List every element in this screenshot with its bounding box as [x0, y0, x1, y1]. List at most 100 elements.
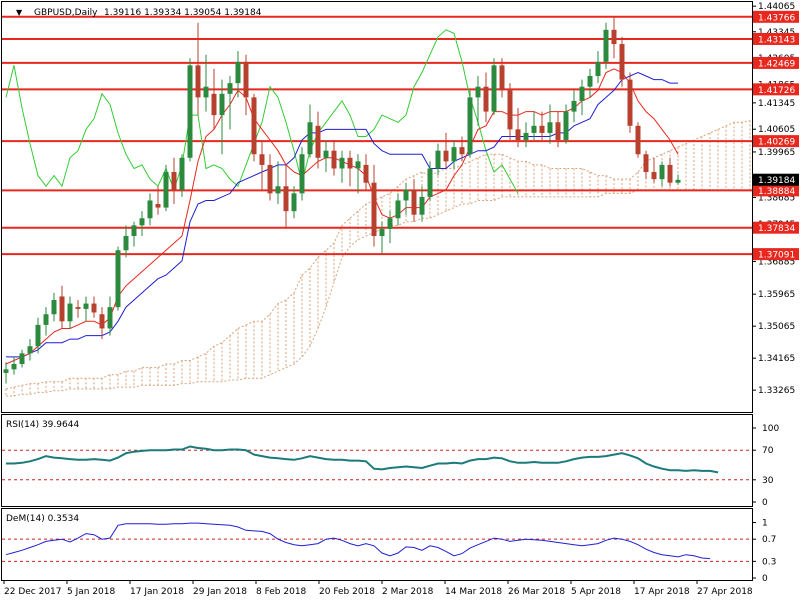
dem-label: DeM(14) 0.3534 — [6, 514, 79, 524]
candle-body — [115, 250, 121, 308]
rsi-tick-label: 0 — [762, 498, 768, 508]
candle-body — [35, 324, 41, 347]
candle-body — [291, 193, 297, 212]
candle-body — [563, 111, 569, 141]
candle-body — [635, 125, 641, 155]
candle-body — [371, 182, 377, 237]
level-label: 1.43143 — [758, 35, 795, 45]
candle-body — [395, 200, 401, 219]
candle-body — [163, 172, 169, 208]
rsi-tick-label: 30 — [762, 476, 774, 486]
candle-body — [243, 61, 249, 98]
candle-body — [179, 157, 185, 190]
candle-body — [491, 65, 497, 112]
price-tick-label: 1.41345 — [758, 99, 795, 109]
candle-body — [315, 125, 321, 158]
candle-body — [219, 93, 225, 116]
main-panel-border — [1, 1, 753, 413]
time-axis: 22 Dec 2017 5 Jan 2018 17 Jan 2018 29 Jan 2… — [3, 580, 753, 597]
candle-body — [131, 225, 137, 237]
price-tick-label: 1.34165 — [758, 354, 795, 364]
time-tick-label: 5 Jan 2018 — [67, 587, 115, 597]
ohlc-label: 1.39116 1.39334 1.39054 1.39184 — [104, 8, 262, 18]
current-price-box — [753, 173, 799, 186]
price-tick-label: 1.40605 — [758, 125, 795, 135]
candle-body — [363, 164, 369, 183]
candle-body — [339, 157, 345, 169]
candle-body — [147, 200, 153, 219]
candle-body — [403, 189, 409, 201]
candle-body — [579, 86, 585, 101]
rsi-tick-label: 70 — [762, 446, 774, 456]
candle-body — [571, 100, 577, 112]
cloud-span-b-line — [6, 189, 750, 397]
price-tick-label: 1.33265 — [758, 386, 795, 396]
cloud-span-a-line — [5, 120, 751, 390]
time-tick-label: 17 Apr 2018 — [634, 587, 690, 597]
time-tick-label: 2 Mar 2018 — [382, 587, 434, 597]
candle-body — [515, 129, 521, 141]
level-label-box — [753, 32, 799, 45]
level-label-box — [753, 248, 799, 261]
candle-body — [499, 65, 505, 91]
dem-tick-label: 0 — [762, 574, 768, 584]
price-tick-label: 1.39965 — [758, 148, 795, 158]
candle-body — [11, 364, 17, 370]
candle-body — [419, 196, 425, 215]
dem-tick-label: 0.3 — [762, 557, 776, 567]
symbol-triangle-icon: ▼ — [16, 8, 23, 17]
dem-line — [5, 522, 711, 560]
candle-body — [539, 125, 545, 133]
candle-body — [139, 218, 145, 226]
horizontal-levels — [2, 15, 752, 256]
candle-body — [587, 76, 593, 87]
price-axis: 1.440651.433451.426051.418651.413451.406… — [752, 2, 799, 396]
dem-tick-label: 0.7 — [762, 535, 776, 545]
candle-body — [347, 157, 353, 169]
candle-body — [547, 122, 553, 133]
rsi-label: RSI(14) 39.9644 — [6, 420, 79, 430]
candle-body — [307, 122, 313, 155]
candle-body — [323, 150, 329, 158]
time-tick-label: 27 Apr 2018 — [697, 587, 753, 597]
candlesticks — [3, 16, 681, 384]
candle-body — [667, 164, 673, 183]
dem-tick-label: 1 — [762, 519, 768, 529]
level-label-box — [753, 184, 799, 197]
candle-body — [523, 132, 529, 141]
candle-body — [43, 314, 49, 325]
price-tick-label: 1.43345 — [758, 28, 795, 38]
candle-body — [459, 147, 465, 155]
level-label: 1.40269 — [758, 138, 795, 148]
candle-body — [435, 150, 441, 169]
time-tick-label: 29 Jan 2018 — [193, 587, 247, 597]
candle-body — [675, 179, 681, 183]
level-label-box — [753, 221, 799, 234]
candle-body — [475, 86, 481, 98]
candle-body — [659, 164, 665, 180]
current-price-label: 1.39184 — [758, 176, 795, 186]
candle-body — [595, 61, 601, 77]
level-label: 1.37834 — [758, 224, 795, 234]
candle-body — [507, 90, 513, 130]
candle-body — [3, 369, 9, 373]
candle-body — [627, 79, 633, 126]
candle-body — [83, 303, 89, 309]
level-label: 1.41726 — [758, 86, 795, 96]
candle-body — [107, 307, 113, 329]
price-tick-label: 1.35065 — [758, 322, 795, 332]
candle-body — [451, 147, 457, 162]
candle-body — [227, 83, 233, 94]
price-tick-label: 1.44065 — [758, 2, 795, 12]
time-tick-label: 14 Mar 2018 — [445, 587, 502, 597]
candle-body — [187, 65, 193, 158]
candle-body — [75, 307, 81, 309]
candle-body — [331, 150, 337, 169]
level-label-box — [753, 135, 799, 148]
level-label: 1.42469 — [758, 59, 795, 69]
level-label-box — [753, 83, 799, 96]
candle-body — [427, 168, 433, 197]
candle-body — [59, 296, 65, 322]
